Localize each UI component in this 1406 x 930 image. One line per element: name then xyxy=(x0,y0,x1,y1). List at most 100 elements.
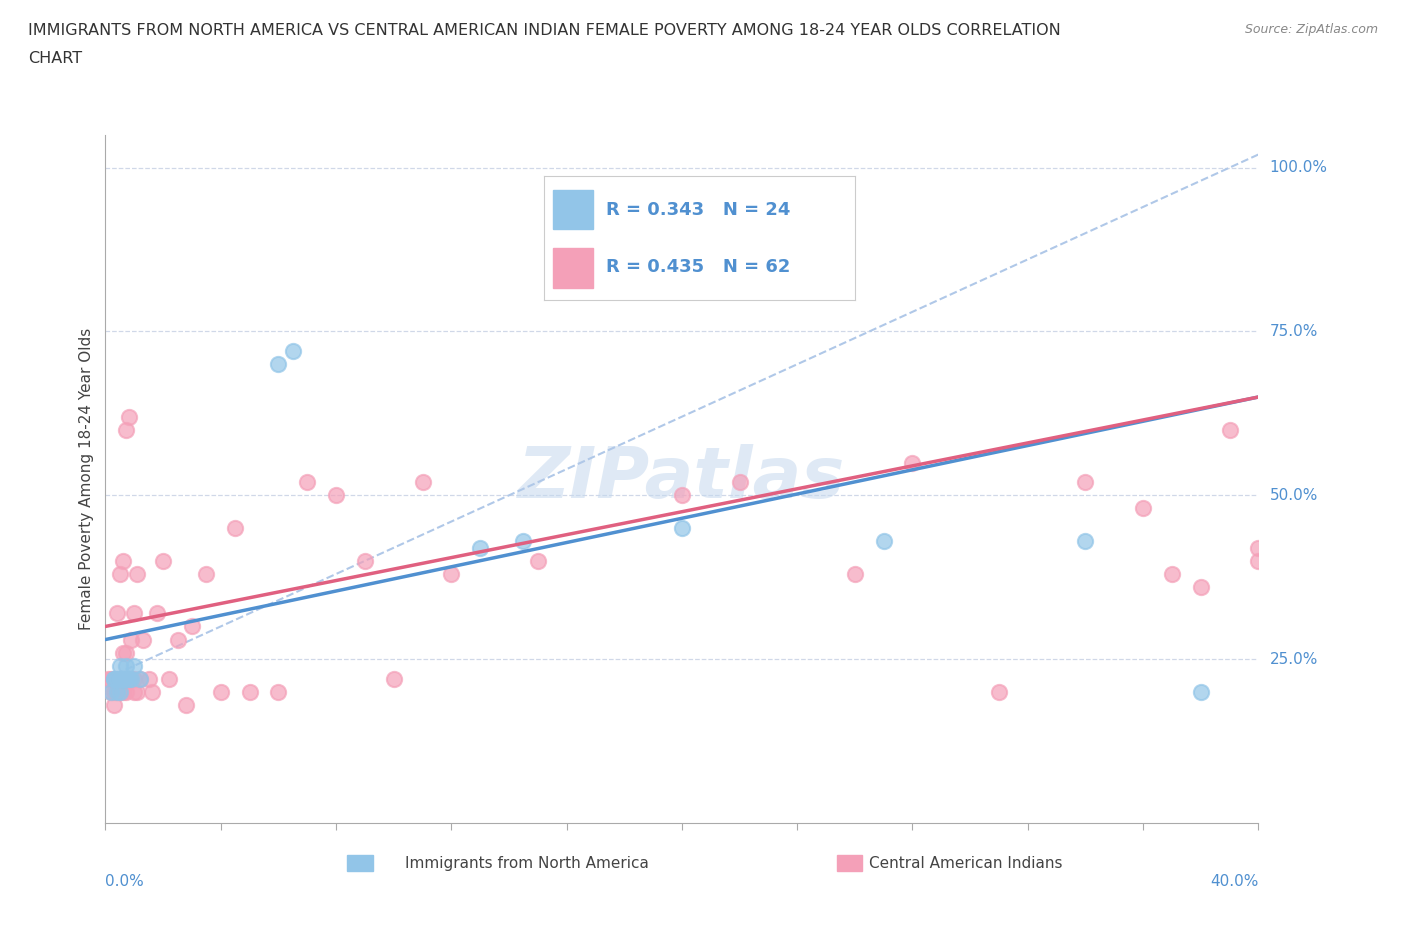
Point xyxy=(105,684,128,699)
Y-axis label: Female Poverty Among 18-24 Year Olds: Female Poverty Among 18-24 Year Olds xyxy=(79,328,94,631)
Point xyxy=(114,671,136,686)
Point xyxy=(103,671,125,686)
Point xyxy=(1219,422,1241,437)
Point xyxy=(527,553,550,568)
Point xyxy=(873,534,896,549)
Point xyxy=(100,684,122,699)
Point xyxy=(844,566,866,581)
Point xyxy=(103,671,125,686)
Point xyxy=(152,553,174,568)
Point xyxy=(117,671,139,686)
Point xyxy=(1247,553,1270,568)
Point xyxy=(512,534,534,549)
Text: 50.0%: 50.0% xyxy=(1270,488,1317,503)
Point xyxy=(114,671,136,686)
Point xyxy=(239,684,262,699)
Point xyxy=(127,566,149,581)
Point xyxy=(124,605,146,620)
Point xyxy=(124,658,146,673)
Point xyxy=(103,698,125,712)
Point xyxy=(728,475,751,490)
Point xyxy=(1132,501,1154,516)
Point xyxy=(1189,684,1212,699)
Point xyxy=(1074,475,1097,490)
Point xyxy=(988,684,1011,699)
Point xyxy=(111,553,134,568)
Point xyxy=(108,671,131,686)
Point xyxy=(100,684,122,699)
Point xyxy=(105,671,128,686)
Point xyxy=(114,645,136,660)
Point xyxy=(111,671,134,686)
Point xyxy=(132,632,155,647)
Point xyxy=(180,619,204,634)
Point xyxy=(671,521,693,536)
Point xyxy=(108,566,131,581)
Point xyxy=(209,684,232,699)
Point xyxy=(114,658,136,673)
Point xyxy=(108,684,131,699)
Point xyxy=(108,658,131,673)
Point xyxy=(901,455,924,470)
Point xyxy=(141,684,163,699)
Point xyxy=(124,684,146,699)
Point xyxy=(111,671,134,686)
Point xyxy=(174,698,197,712)
Text: 0.0%: 0.0% xyxy=(105,874,145,889)
Point xyxy=(103,671,125,686)
Point xyxy=(146,605,169,620)
Point xyxy=(117,671,139,686)
Point xyxy=(671,488,693,503)
Text: R = 0.343   N = 24: R = 0.343 N = 24 xyxy=(606,201,790,219)
Text: IMMIGRANTS FROM NORTH AMERICA VS CENTRAL AMERICAN INDIAN FEMALE POVERTY AMONG 18: IMMIGRANTS FROM NORTH AMERICA VS CENTRAL… xyxy=(28,23,1062,38)
Point xyxy=(224,521,246,536)
Point xyxy=(120,671,142,686)
Point xyxy=(124,671,146,686)
Point xyxy=(1161,566,1184,581)
Point xyxy=(129,671,152,686)
Text: CHART: CHART xyxy=(28,51,82,66)
Point xyxy=(105,605,128,620)
Point xyxy=(114,684,136,699)
Text: Central American Indians: Central American Indians xyxy=(869,856,1063,870)
Point xyxy=(354,553,377,568)
Text: 100.0%: 100.0% xyxy=(1270,160,1327,175)
Point xyxy=(120,671,142,686)
Point xyxy=(281,344,304,359)
Point xyxy=(105,684,128,699)
Point xyxy=(100,671,122,686)
Point xyxy=(267,684,290,699)
Point xyxy=(411,475,433,490)
Point xyxy=(111,684,134,699)
Point xyxy=(111,645,134,660)
Point xyxy=(120,632,142,647)
Point xyxy=(267,357,290,372)
Point xyxy=(138,671,160,686)
Point xyxy=(440,566,463,581)
Point xyxy=(117,409,139,424)
Point xyxy=(127,684,149,699)
Point xyxy=(114,422,136,437)
Point xyxy=(157,671,180,686)
Text: R = 0.435   N = 62: R = 0.435 N = 62 xyxy=(606,258,790,275)
Point xyxy=(166,632,188,647)
Point xyxy=(97,671,120,686)
Point xyxy=(470,540,492,555)
Point xyxy=(1247,540,1270,555)
Text: Source: ZipAtlas.com: Source: ZipAtlas.com xyxy=(1244,23,1378,36)
Text: 25.0%: 25.0% xyxy=(1270,652,1317,667)
Text: Immigrants from North America: Immigrants from North America xyxy=(405,856,648,870)
FancyBboxPatch shape xyxy=(553,248,593,287)
Point xyxy=(1074,534,1097,549)
Point xyxy=(382,671,405,686)
Text: 40.0%: 40.0% xyxy=(1211,874,1258,889)
Point xyxy=(195,566,218,581)
Point xyxy=(1189,579,1212,594)
Text: 75.0%: 75.0% xyxy=(1270,324,1317,339)
Text: ZIPatlas: ZIPatlas xyxy=(519,445,845,513)
Point xyxy=(129,671,152,686)
Point xyxy=(105,671,128,686)
FancyBboxPatch shape xyxy=(553,190,593,230)
Point xyxy=(103,684,125,699)
Point xyxy=(108,684,131,699)
